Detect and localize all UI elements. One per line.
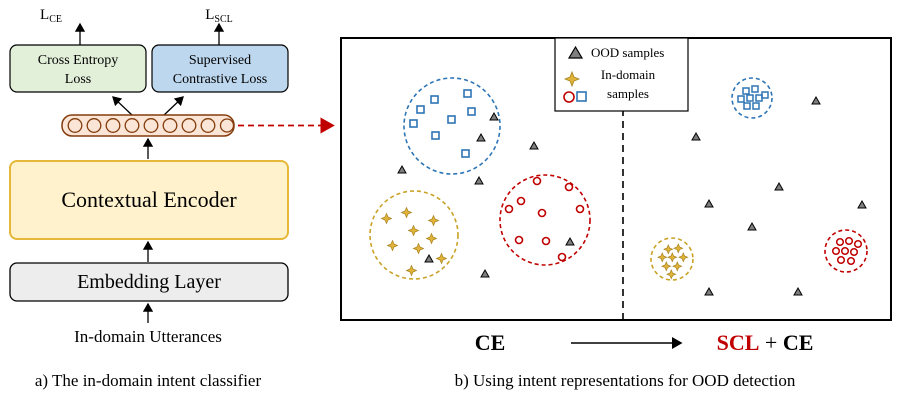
- scl-red-samples: [831, 236, 863, 266]
- arrow-vec-to-scl: [162, 96, 184, 117]
- ce-loss-line1: Cross Entropy: [38, 53, 119, 68]
- scl-blue-cluster-boundary: [731, 77, 773, 119]
- scl-red-cluster-boundary: [824, 229, 868, 273]
- arrow-vec-to-ce: [112, 96, 134, 117]
- caption-b: b) Using intent representations for OOD …: [455, 371, 796, 390]
- legend-ood-triangle: [567, 45, 584, 59]
- ce-red-cluster-boundary: [499, 174, 591, 266]
- input-label: In-domain Utterances: [74, 327, 222, 346]
- scl-loss-line1: Supervised: [189, 53, 251, 68]
- vector-cells: [67, 118, 235, 133]
- output-scl-label: LSCL: [205, 7, 233, 25]
- scl-loss-box: [151, 44, 289, 93]
- left-panel: LCE LSCL Cross Entropy Loss Supervised C…: [9, 7, 289, 390]
- legend-gold-marker: [563, 70, 581, 88]
- contextual-encoder-box: [9, 160, 289, 240]
- scl-loss-line2: Contrastive Loss: [173, 72, 268, 87]
- ce-label: CE: [475, 330, 506, 355]
- legend-blue-square: [576, 91, 587, 102]
- legend-indomain-line2: samples: [607, 86, 649, 101]
- ce-red-samples: [504, 176, 585, 262]
- scl-ood-samples: [691, 95, 867, 296]
- ce-gold-samples: [380, 206, 448, 277]
- ce-loss-line2: Loss: [65, 72, 91, 87]
- ce-blue-cluster-boundary: [403, 77, 501, 175]
- legend: OOD samples In-domain samples: [554, 37, 689, 112]
- scl-gold-cluster-boundary: [650, 237, 694, 281]
- caption-a: a) The in-domain intent classifier: [35, 371, 262, 390]
- scl-gold-samples: [657, 243, 689, 280]
- ce-ood-samples: [397, 111, 575, 278]
- right-panel: OOD samples In-domain samples: [340, 37, 892, 390]
- legend-indomain-line1: In-domain: [601, 67, 656, 82]
- output-ce-label: LCE: [40, 7, 62, 25]
- legend-ood-label: OOD samples: [591, 45, 664, 60]
- contextual-encoder-label: Contextual Encoder: [61, 187, 237, 212]
- ce-loss-box: [9, 44, 147, 93]
- embedding-layer-label: Embedding Layer: [77, 271, 221, 293]
- embedding-layer-box: [9, 262, 289, 302]
- scl-blue-samples: [737, 85, 769, 110]
- legend-red-circle: [563, 91, 575, 103]
- ce-blue-samples: [409, 89, 476, 158]
- scl-ce-label: SCL + CE: [717, 330, 814, 355]
- ce-gold-cluster-boundary: [369, 190, 459, 280]
